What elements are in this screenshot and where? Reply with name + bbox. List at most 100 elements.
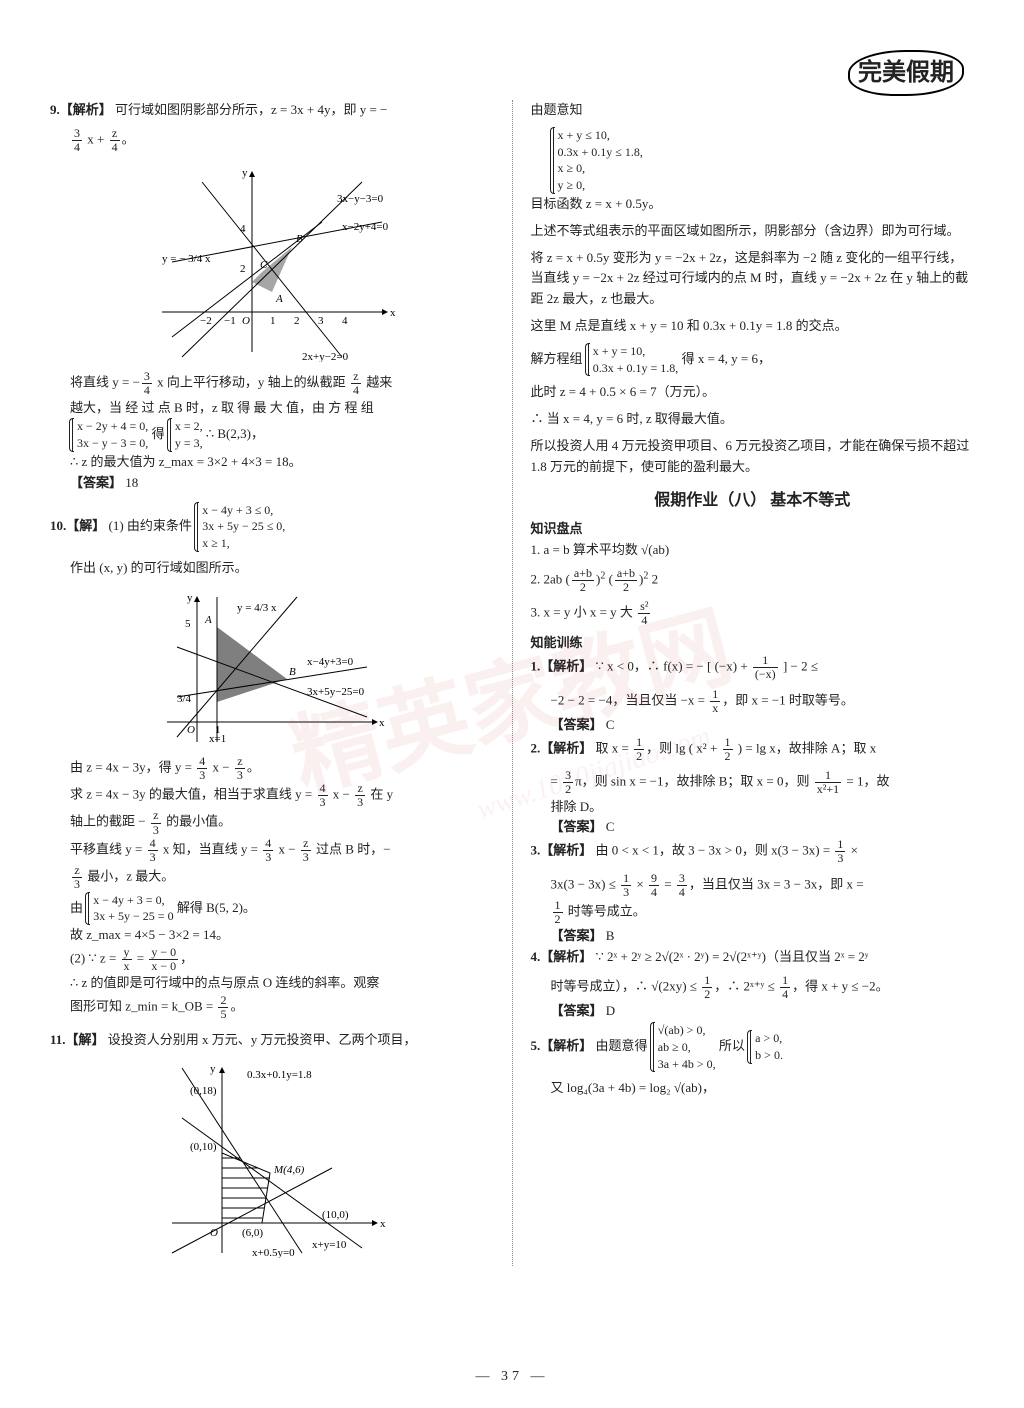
svg-text:2: 2 [240, 263, 246, 275]
d: 3 [835, 852, 845, 865]
q9-para3: 越大，当 经 过 点 B 时，z 取 得 最 大 值，由 方 程 组 [50, 398, 494, 419]
frac-n: z [351, 370, 361, 384]
svg-text:2: 2 [294, 315, 300, 327]
frac-n: 3 [72, 127, 82, 141]
eq: 3x − y − 3 = 0, [77, 435, 148, 452]
txt: x − [330, 787, 354, 802]
svg-text:A: A [204, 614, 212, 626]
svg-text:(0,18): (0,18) [190, 1085, 217, 1097]
q10-label: 10.【解】 [50, 518, 105, 533]
q10-p4: 求 z = 4x − 3y 的最大值，相当于求直线 y = 43 x − z3 … [50, 782, 494, 809]
txt: 3. x = y 小 x = y 大 [531, 605, 637, 620]
eq: 0.3x + 0.1y = 1.8, [593, 360, 679, 377]
q9-para2: 将直线 y = −34 x 向上平行移动，y 轴上的纵截距 z4 越来 [50, 370, 494, 397]
txt: 取 x = [596, 741, 633, 756]
eq: 3a + 4b > 0, [658, 1056, 716, 1073]
n: 1 [723, 736, 733, 750]
q10-p5: 轴上的截距 − z3 的最小值。 [50, 809, 494, 836]
q10-p11: ∴ z 的值即是可行域中的点与原点 O 连线的斜率。观察 [50, 973, 494, 994]
txt: 由 0 < x < 1，故 3 − 3x > 0，则 x(3 − 3x) = [596, 843, 834, 858]
t4b: 时等号成立），∴ √(2xy) ≤ 12，∴ 2ˣ⁺ʸ ≤ 14，得 x + y… [531, 974, 975, 1001]
svg-text:O: O [210, 1227, 218, 1239]
eq: x + y ≤ 10, [558, 127, 643, 144]
svg-text:3/4: 3/4 [177, 693, 192, 705]
svg-text:x−2y+4=0: x−2y+4=0 [342, 221, 389, 233]
r-p8: ∴ 当 x = 4, y = 6 时, z 取得最大值。 [531, 409, 975, 430]
d: 4 [649, 886, 659, 899]
txt: 所以 [719, 1038, 745, 1053]
t3c: 12 时等号成立。 [531, 899, 975, 926]
n: y [122, 946, 132, 960]
txt: = 1，故 [843, 774, 889, 789]
r-p6: 解方程组 x + y = 10,0.3x + 0.1y = 1.8, 得 x =… [531, 343, 975, 377]
n: 4 [197, 755, 207, 769]
q9-answer: 【答案】 18 [50, 473, 494, 494]
q10-p10: (2) ∵ z = yx = y − 0x − 0， [50, 946, 494, 973]
txt: ，即 x = −1 时取等号。 [722, 692, 854, 707]
frac-n: 3 [142, 370, 152, 384]
t5c: 又 log₄(3a + 4b) = log₂ √(ab)， [531, 1078, 975, 1099]
n: 1 [835, 838, 845, 852]
d: x − 0 [149, 960, 178, 973]
t4-label: 4.【解析】 [531, 949, 593, 964]
txt: 得 [152, 426, 165, 441]
svg-text:y: y [242, 167, 248, 179]
txt: 在 y [367, 787, 393, 802]
txt: ] − 2 ≤ [780, 659, 818, 674]
q10-figure: x y y = 4/3 x x−4y+3=0 3x+5y−25=0 x=1 A … [157, 587, 387, 747]
txt: × [847, 843, 858, 858]
eq: x = 2, [175, 418, 203, 435]
q10: 10.【解】 (1) 由约束条件 x − 4y + 3 ≤ 0,3x + 5y … [50, 502, 494, 552]
txt: 平移直线 y = [70, 842, 146, 857]
ans-label: 【答案】 [551, 1003, 603, 1018]
txt: 将直线 y = − [70, 375, 140, 390]
r-p9: 所以投资人用 4 万元投资甲项目、6 万元投资乙项目，才能在确保亏损不超过 1.… [531, 436, 975, 478]
two-column-layout: 9.【解析】 可行域如图阴影部分所示，z = 3x + 4y，即 y = − 3… [50, 100, 974, 1266]
svg-text:x: x [379, 717, 385, 729]
svg-text:x+y=10: x+y=10 [312, 1239, 347, 1251]
svg-text:3: 3 [318, 315, 324, 327]
section-title: 假期作业（八） 基本不等式 [531, 488, 975, 514]
t3-ans: 【答案】 B [531, 926, 975, 947]
svg-text:y: y [187, 592, 193, 604]
svg-text:3x−y−3=0: 3x−y−3=0 [337, 193, 384, 205]
right-column: 由题意知 x + y ≤ 10,0.3x + 0.1y ≤ 1.8,x ≥ 0,… [531, 100, 975, 1266]
eq: x ≥ 0, [558, 160, 643, 177]
txt: = [134, 951, 148, 966]
txt: ，当且仅当 3x = 3 − 3x，即 x = [689, 876, 864, 891]
n: 3 [563, 769, 573, 783]
eq: a > 0, [755, 1030, 783, 1047]
d: 4 [780, 988, 790, 1001]
kb3: 3. x = y 小 x = y 大 s²4 [531, 600, 975, 627]
svg-text:x−4y+3=0: x−4y+3=0 [307, 656, 354, 668]
txt: 2. 2ab [531, 571, 566, 586]
n: 9 [649, 872, 659, 886]
q10-p7: z3 最小，z 最大。 [50, 864, 494, 891]
kb2: 2. 2ab (a+b2)2 (a+b2)2 2 [531, 567, 975, 594]
q10-p9: 故 z_max = 4×5 − 3×2 = 14。 [50, 925, 494, 946]
svg-text:0.3x+0.1y=1.8: 0.3x+0.1y=1.8 [247, 1069, 312, 1081]
q9-text1: 可行域如图阴影部分所示，z = 3x + 4y，即 y = − [115, 102, 387, 117]
t4-ans: 【答案】 D [531, 1001, 975, 1022]
svg-text:−2: −2 [200, 315, 212, 327]
eq: x ≥ 1, [202, 535, 285, 552]
n: 4 [263, 837, 273, 851]
t2-label: 2.【解析】 [531, 741, 593, 756]
q10-p12: 图形可知 z_min = k_OB = 25。 [50, 994, 494, 1021]
txt: 由题意得 [596, 1038, 648, 1053]
t5: 5.【解析】 由题意得 √(ab) > 0,ab ≥ 0,3a + 4b > 0… [531, 1022, 975, 1072]
n: a+b [615, 567, 637, 581]
txt: 得 x = 4, y = 6， [682, 351, 771, 366]
d: 2 [723, 750, 733, 763]
svg-text:(10,0): (10,0) [322, 1209, 349, 1221]
q9-sys1: x − 2y + 4 = 0,3x − y − 3 = 0, 得 x = 2,y… [50, 418, 494, 452]
t1-ans: 【答案】 C [531, 715, 975, 736]
ans-label: 【答案】 [551, 717, 603, 732]
d: 2 [563, 783, 573, 796]
n: 1 [702, 974, 712, 988]
n: 4 [148, 837, 158, 851]
eq: x − 2y + 4 = 0, [77, 418, 148, 435]
svg-text:x: x [380, 1218, 386, 1230]
n: 1 [621, 872, 631, 886]
d: 2 [634, 750, 644, 763]
